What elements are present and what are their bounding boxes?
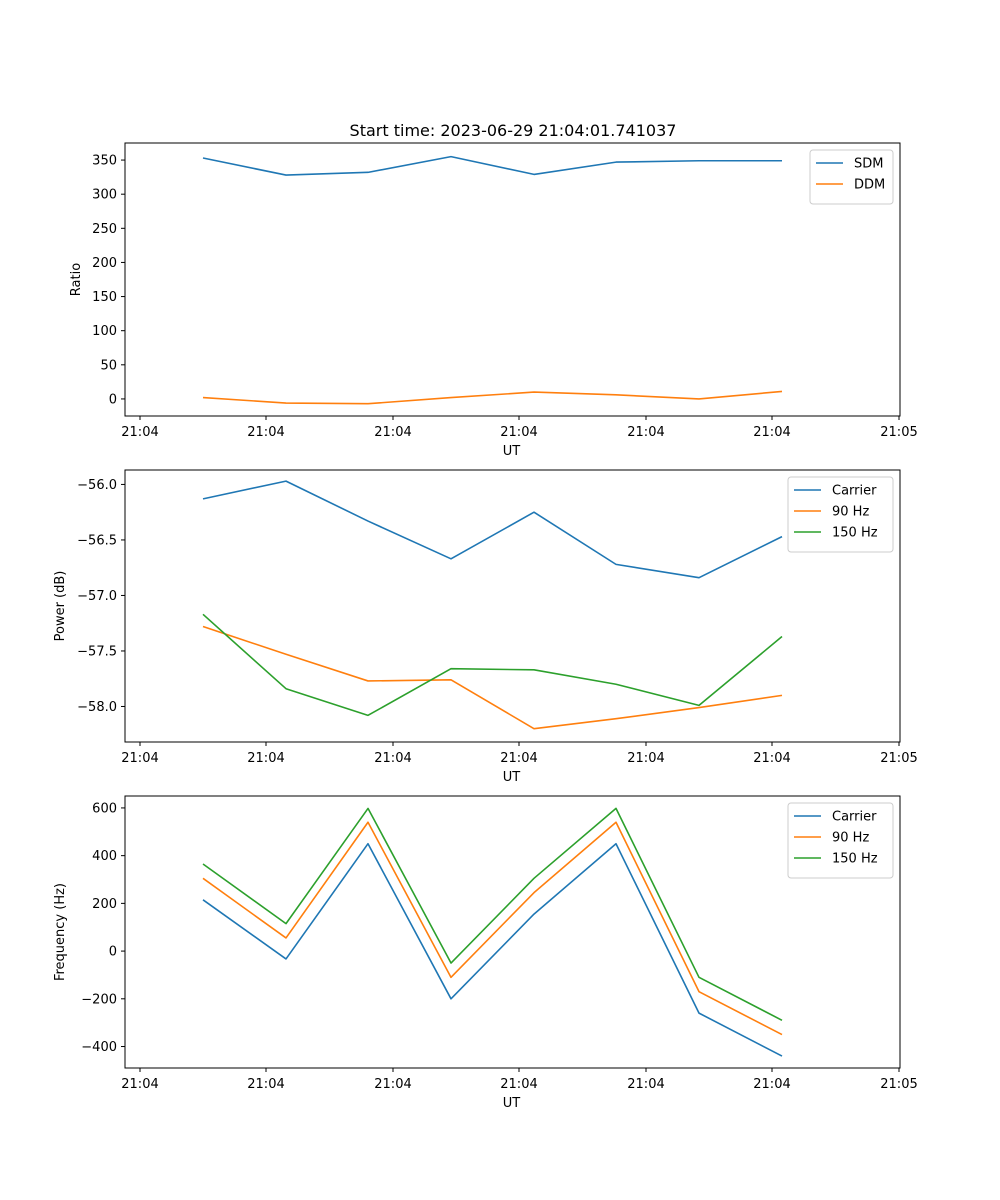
y-tick-label: −200: [81, 992, 117, 1007]
y-tick-label: 250: [92, 222, 117, 237]
y-tick-label: 350: [92, 154, 117, 169]
x-tick-label: 21:04: [247, 1077, 284, 1092]
x-tick-label: 21:04: [753, 425, 790, 440]
chart-title: Start time: 2023-06-29 21:04:01.741037: [350, 121, 677, 140]
series-line-carrier: [202, 480, 783, 579]
legend-label: Carrier: [832, 810, 877, 825]
x-tick-label: 21:05: [880, 1077, 917, 1092]
legend-box: [787, 476, 894, 553]
x-tick-label: 21:04: [374, 751, 411, 766]
series-line-150-hz: [202, 613, 783, 717]
legend-label: DDM: [854, 178, 885, 193]
y-tick-label: 300: [92, 188, 117, 203]
x-tick-label: 21:04: [121, 751, 158, 766]
plot-frame: [124, 469, 901, 743]
legend-label: 90 Hz: [832, 505, 869, 520]
y-tick-label: −57.0: [77, 589, 117, 604]
x-tick-label: 21:04: [374, 425, 411, 440]
plot-frame: [124, 142, 901, 417]
y-tick-label: 100: [92, 324, 117, 339]
x-tick-label: 21:04: [500, 1077, 537, 1092]
x-axis-label: UT: [503, 1096, 521, 1111]
y-tick-label: −56.0: [77, 478, 117, 493]
y-axis-label: Ratio: [69, 263, 84, 296]
x-axis-label: UT: [503, 444, 521, 459]
x-tick-label: 21:04: [121, 425, 158, 440]
x-tick-label: 21:04: [627, 751, 664, 766]
legend-label: SDM: [854, 157, 883, 172]
y-tick-label: −56.5: [77, 533, 117, 548]
legend: Carrier 90 Hz 150 Hz: [787, 802, 894, 879]
series-line-90-hz: [202, 821, 783, 1036]
panel-2: 21:04 21:04 21:04 21:04 21:04 21:04 21:05 −58.0…: [53, 469, 918, 785]
x-axis-label: UT: [503, 770, 521, 785]
y-tick-label: −400: [81, 1040, 117, 1055]
y-axis-label: Power (dB): [53, 571, 68, 642]
series-line-90-hz: [202, 625, 783, 730]
series-line-carrier: [202, 842, 783, 1057]
y-tick-label: 200: [92, 256, 117, 271]
y-tick-label: −58.0: [77, 700, 117, 715]
x-tick-label: 21:04: [500, 425, 537, 440]
x-tick-label: 21:05: [880, 425, 917, 440]
x-tick-label: 21:04: [627, 1077, 664, 1092]
x-tick-label: 21:04: [753, 1077, 790, 1092]
panel-1: 21:04 21:04 21:04 21:04 21:04 21:04 21:05 0 50 10…: [69, 142, 918, 459]
legend-label: Carrier: [832, 484, 877, 499]
series-line-150-hz: [202, 807, 783, 1021]
y-tick-label: 0: [109, 392, 117, 407]
x-tick-label: 21:04: [753, 751, 790, 766]
y-tick-label: 0: [109, 945, 117, 960]
y-tick-label: 50: [100, 358, 117, 373]
plot-frame: [124, 795, 901, 1069]
series-line-ddm: [202, 390, 783, 405]
x-tick-label: 21:04: [627, 425, 664, 440]
legend-box: [787, 802, 894, 879]
x-tick-label: 21:04: [374, 1077, 411, 1092]
y-axis-label: Frequency (Hz): [53, 883, 68, 981]
y-tick-label: 600: [92, 801, 117, 816]
y-tick-label: 200: [92, 897, 117, 912]
x-tick-label: 21:04: [247, 425, 284, 440]
series-line-sdm: [202, 155, 782, 176]
x-tick-label: 21:04: [247, 751, 284, 766]
legend-label: 150 Hz: [832, 852, 878, 867]
legend: SDM DDM: [809, 149, 894, 205]
y-tick-label: 150: [92, 290, 117, 305]
y-tick-label: −57.5: [77, 644, 117, 659]
x-tick-label: 21:04: [121, 1077, 158, 1092]
legend: Carrier 90 Hz 150 Hz: [787, 476, 894, 553]
panel-3: 21:04 21:04 21:04 21:04 21:04 21:04 21:05 −400 −…: [53, 795, 918, 1111]
legend-label: 90 Hz: [832, 831, 869, 846]
x-tick-label: 21:04: [500, 751, 537, 766]
legend-label: 150 Hz: [832, 526, 878, 541]
y-tick-label: 400: [92, 849, 117, 864]
x-tick-label: 21:05: [880, 751, 917, 766]
